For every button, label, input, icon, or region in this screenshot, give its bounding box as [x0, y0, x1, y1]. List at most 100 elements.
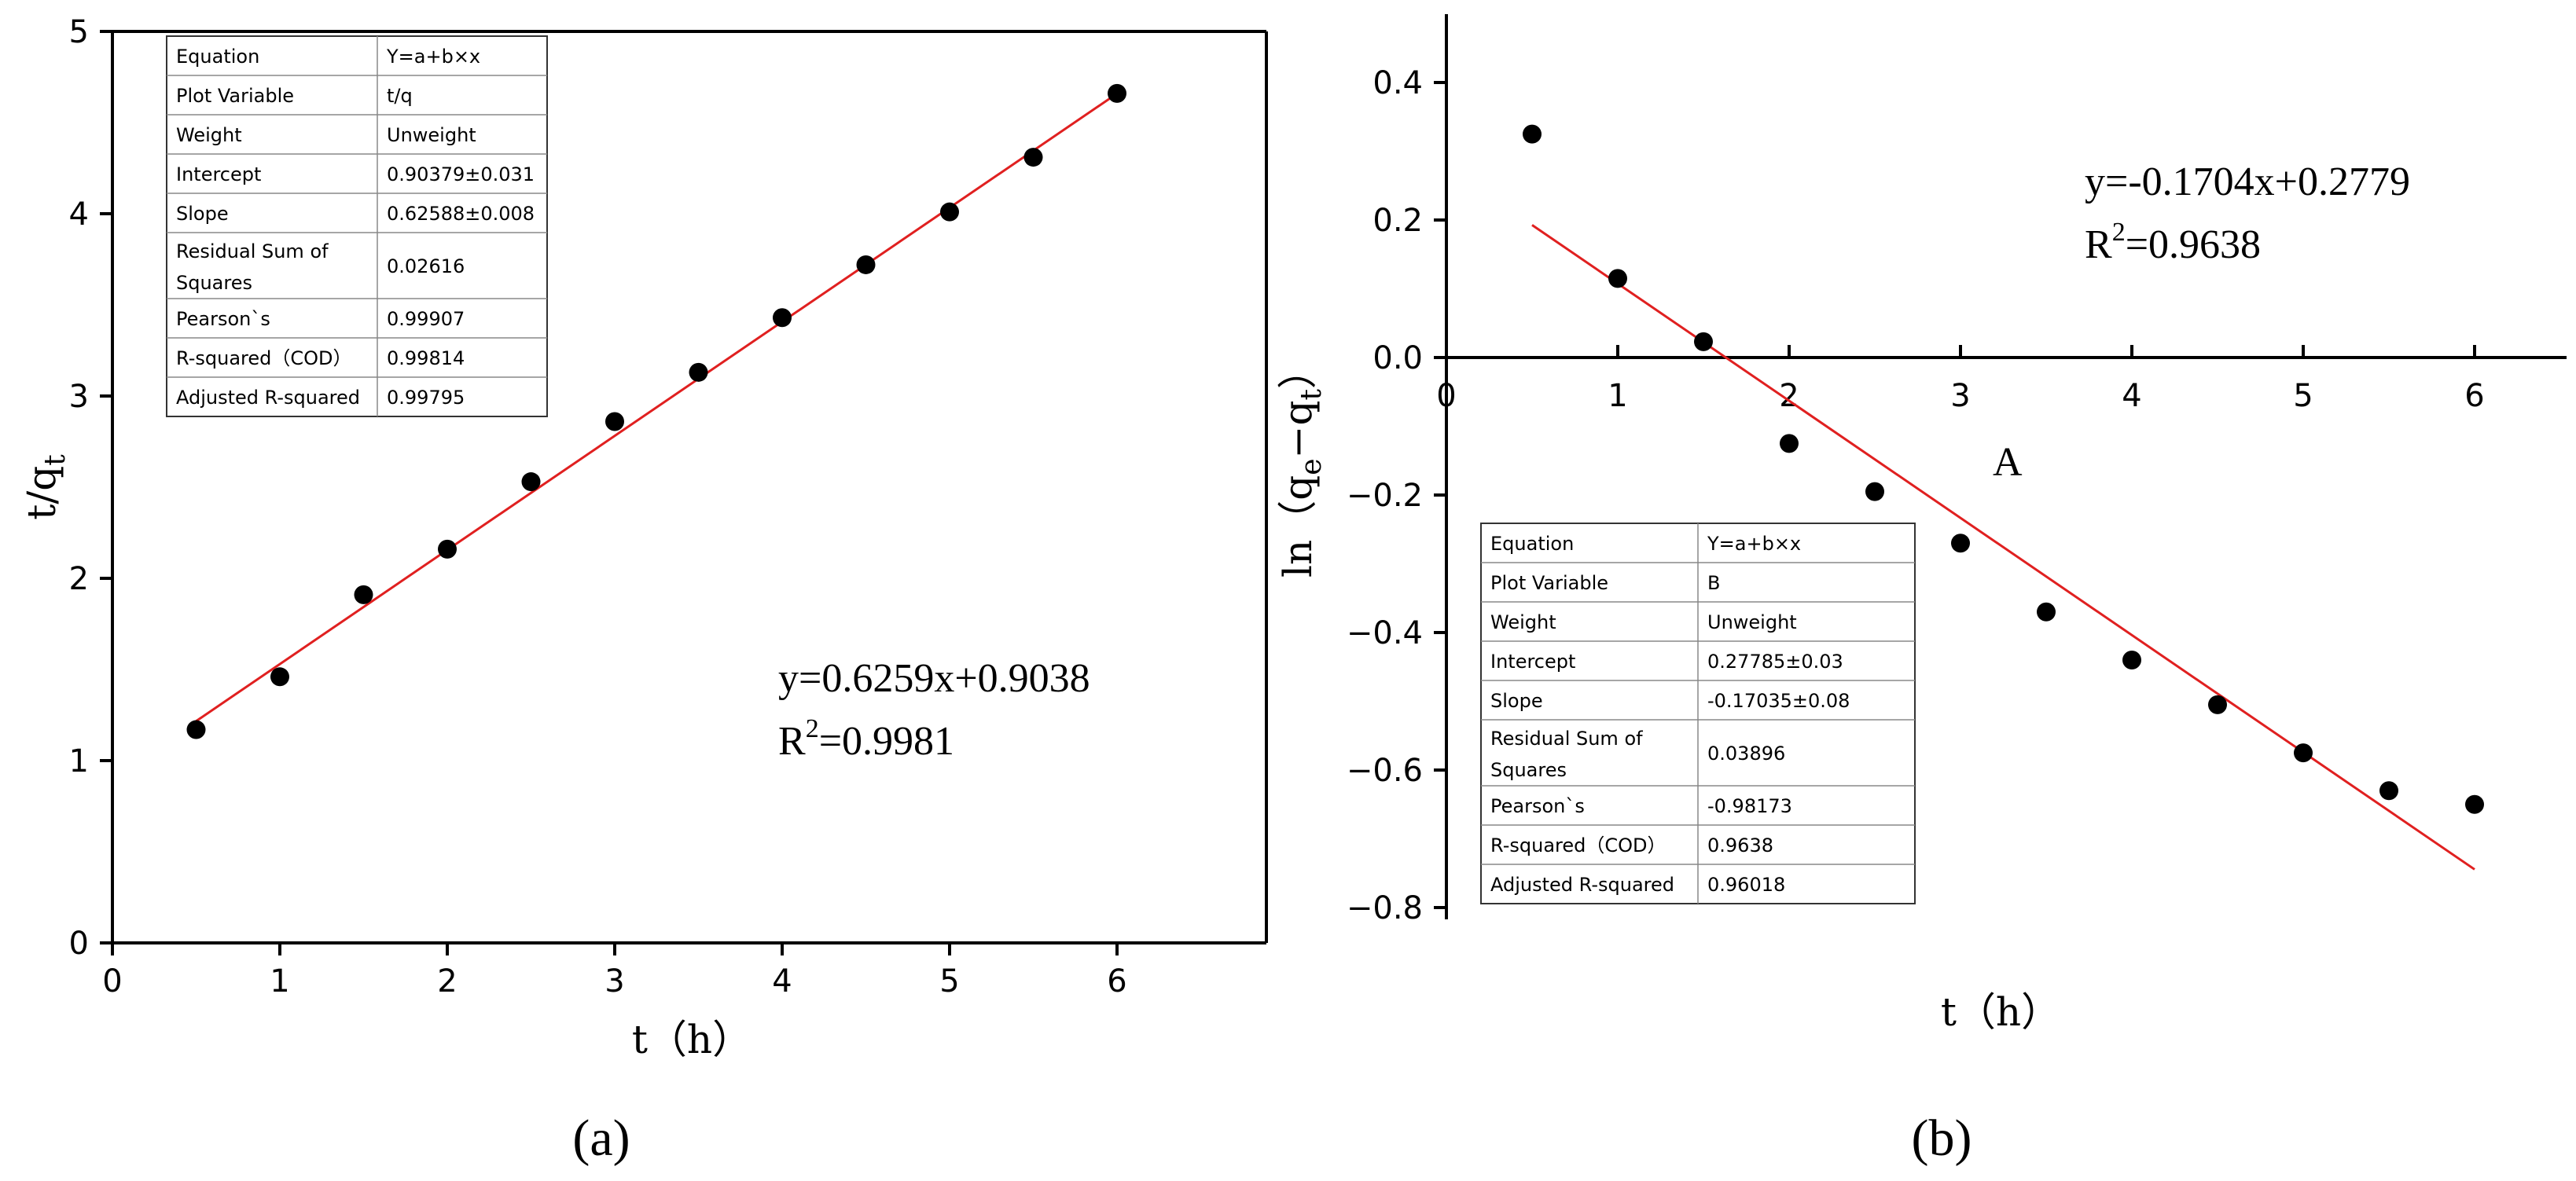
- chart-b-x-tick-label: 6: [2464, 378, 2484, 414]
- chart-b-data-point: [2037, 602, 2056, 622]
- chart-a-table-label: Adjusted R-squared: [176, 387, 360, 409]
- chart-a-table-value: 0.99814: [387, 347, 465, 369]
- chart-a-data-point: [856, 255, 876, 274]
- chart-a-equation: y=0.6259x+0.9038: [778, 656, 1090, 701]
- chart-a-y-tick-label: 4: [69, 196, 89, 233]
- chart-a-table-value: 0.99907: [387, 308, 465, 330]
- chart-b-table-value: B: [1707, 572, 1720, 594]
- chart-b-x-tick-label: 0: [1436, 378, 1456, 414]
- chart-a-x-tick-label: 0: [102, 963, 122, 999]
- chart-b-table-label: Intercept: [1490, 651, 1575, 673]
- chart-a-fit-line: [195, 92, 1118, 722]
- chart-a-table-value: 0.62588±0.008: [387, 203, 535, 225]
- chart-b-data-point: [1780, 434, 1799, 453]
- chart-a-data-point: [1108, 83, 1126, 103]
- chart-a-x-tick-label: 2: [437, 963, 457, 999]
- chart-b-data-point: [2122, 651, 2141, 669]
- chart-b-x-tick-label: 5: [2293, 378, 2313, 414]
- chart-a-y-tick-label: 2: [69, 561, 89, 597]
- chart-b-table-value: -0.98173: [1707, 795, 1792, 817]
- chart-a-y-tick-label: 3: [69, 379, 89, 415]
- chart-a-data-point: [940, 202, 959, 222]
- chart-b-table-label: Pearson`s: [1490, 795, 1585, 817]
- chart-a-r2: R2=0.9981: [778, 714, 954, 764]
- chart-b-data-point: [2465, 794, 2484, 814]
- chart-a-data-point: [186, 720, 206, 739]
- chart-b-y-label: ln（qe−qt）: [1275, 350, 1328, 578]
- chart-a-x-tick-label: 3: [604, 963, 624, 999]
- chart-b-table-label: Adjusted R-squared: [1490, 874, 1674, 896]
- chart-b-data-point: [1608, 269, 1627, 288]
- chart-a-table-label: Slope: [176, 203, 229, 225]
- chart-b-table-value: 0.03896: [1707, 743, 1785, 765]
- chart-b-fit-line: [1531, 224, 2475, 871]
- chart-a-table-label: Equation: [176, 46, 259, 68]
- chart-b-r2: R2=0.9638: [2085, 218, 2261, 267]
- chart-a-data-point: [689, 362, 708, 382]
- chart-a-data-point: [270, 667, 289, 687]
- chart-b-panel-label: (b): [1912, 1109, 1972, 1167]
- chart-b-y-tick-label: −0.2: [1347, 478, 1423, 514]
- chart-b-y-tick-label: 0.2: [1373, 203, 1423, 239]
- chart-a-table-value: 0.90379±0.031: [387, 163, 535, 185]
- chart-b-data-point: [1865, 482, 1884, 501]
- chart-b-table-label: Residual Sum of Squares: [1490, 728, 1643, 781]
- chart-b-annotation: A: [1993, 440, 2023, 485]
- chart-a-table-value: Y=a+b×x: [386, 46, 480, 68]
- chart-a-stats-table: Equation Y=a+b×x Plot Variable t/q Weight Unw…: [166, 35, 548, 417]
- chart-b-x-tick-label: 3: [1950, 378, 1970, 414]
- chart-b-data-point: [1951, 534, 1970, 553]
- chart-a-table-value: 0.99795: [387, 387, 465, 409]
- chart-a-data-point: [354, 585, 373, 604]
- chart-a-x-label: t（h）: [632, 1017, 751, 1062]
- chart-a-y-tick-label: 5: [69, 14, 89, 50]
- chart-b-y-tick-label: −0.4: [1347, 615, 1423, 651]
- chart-a-y-tick-label: 0: [69, 926, 89, 962]
- chart-a-table-label: Residual Sum of Squares: [176, 240, 329, 294]
- chart-b-table-value: 0.96018: [1707, 874, 1785, 896]
- chart-a-y-tick-label: 1: [69, 743, 89, 779]
- chart-b-table-label: Equation: [1490, 533, 1574, 555]
- chart-b-data-point: [1694, 332, 1713, 351]
- chart-a-x-tick-label: 5: [939, 963, 959, 999]
- chart-b-table-value: -0.17035±0.08: [1707, 690, 1850, 712]
- chart-a-table-value: 0.02616: [387, 255, 465, 277]
- chart-b-table-label: Slope: [1490, 690, 1543, 712]
- chart-b-x-tick-label: 1: [1608, 378, 1627, 414]
- chart-b-table-value: 0.27785±0.03: [1707, 651, 1843, 673]
- chart-b-y-tick-label: 0.4: [1373, 65, 1423, 101]
- chart-a-data-point: [438, 539, 457, 559]
- chart-b-data-point: [2208, 695, 2227, 714]
- chart-b-y-tick-label: −0.6: [1347, 753, 1423, 789]
- chart-b-table-value: Unweight: [1707, 611, 1797, 633]
- chart-b-table-label: Weight: [1490, 611, 1556, 633]
- chart-a-table-label: Intercept: [176, 163, 261, 185]
- chart-b-stats-table: Equation Y=a+b×x Plot Variable B Weight Unwei…: [1480, 523, 1916, 904]
- chart-a-x-tick-label: 6: [1107, 963, 1126, 999]
- chart-a-table-label: R-squared（COD）: [176, 347, 352, 369]
- chart-a-table-border: [166, 35, 548, 417]
- chart-b-table-value: Y=a+b×x: [1707, 533, 1801, 555]
- chart-b-table-label: Plot Variable: [1490, 572, 1608, 594]
- chart-b-data-point: [2294, 743, 2313, 763]
- chart-b-data-point: [1523, 124, 1542, 144]
- chart-a-panel-label: (a): [572, 1109, 630, 1167]
- chart-b-data-point: [2379, 781, 2398, 801]
- chart-a-table-value: Unweight: [387, 124, 476, 146]
- chart-b-table-label: R-squared（COD）: [1490, 834, 1666, 856]
- chart-a-data-point: [773, 308, 792, 328]
- chart-a-data-point: [521, 472, 541, 492]
- chart-a-data-point: [605, 412, 624, 431]
- chart-a-y-label: t/qt: [19, 454, 72, 520]
- chart-a-table-label: Pearson`s: [176, 308, 270, 330]
- chart-a-data-point: [1023, 148, 1043, 167]
- chart-b-y-tick-label: −0.8: [1347, 890, 1423, 926]
- chart-a-table-label: Plot Variable: [176, 85, 294, 107]
- chart-a-x-tick-label: 4: [772, 963, 792, 999]
- chart-b-x-label: t（h）: [1941, 989, 2060, 1035]
- chart-a-x-tick-label: 1: [270, 963, 289, 999]
- chart-b-table-value: 0.9638: [1707, 834, 1773, 856]
- chart-a-table-value: t/q: [387, 85, 413, 107]
